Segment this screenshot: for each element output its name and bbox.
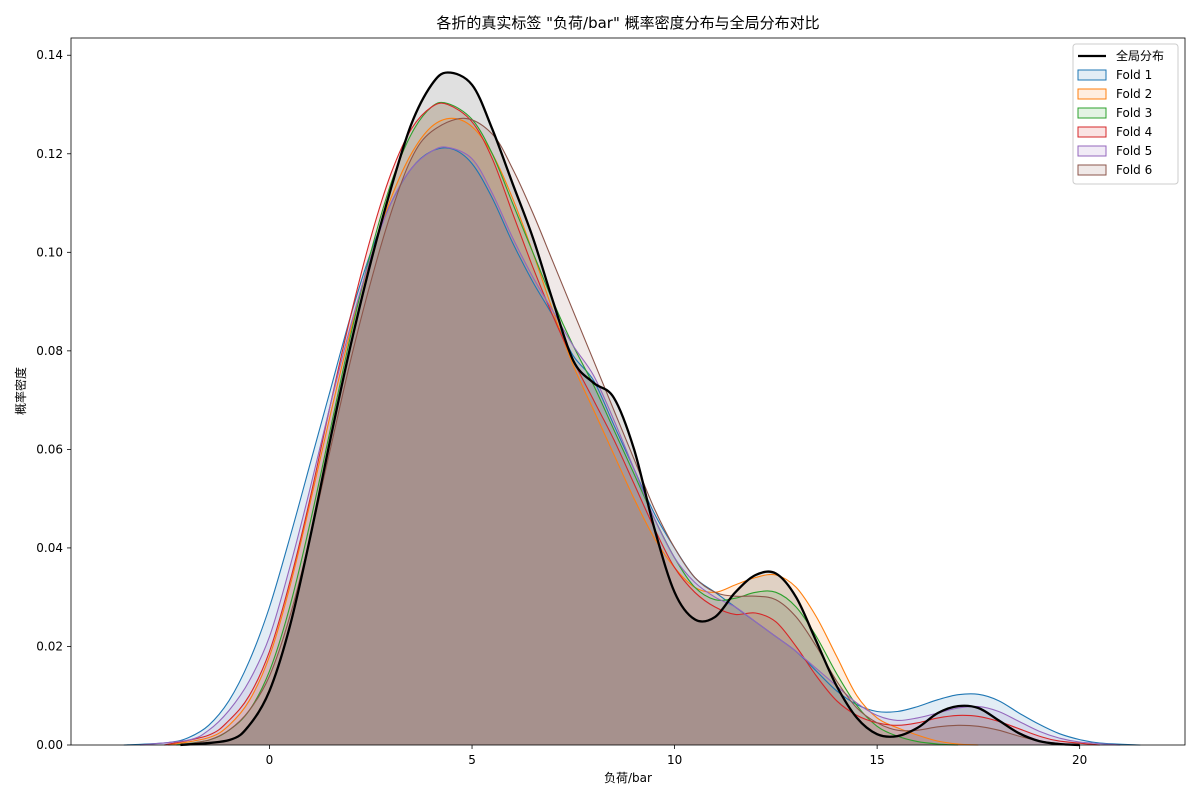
fold-1-density-fill — [123, 147, 1141, 745]
legend-box — [1072, 43, 1179, 185]
legend-label: Fold 5 — [1116, 144, 1152, 158]
y-axis: 0.00 0.02 0.04 0.06 0.08 0.10 0.12 0.14 — [36, 48, 71, 752]
y-tick-label: 0.02 — [36, 639, 63, 653]
legend-label: Fold 6 — [1116, 163, 1152, 177]
legend: 全局分布 Fold 1 Fold 2 Fold 3 Fold 4 Fold 5 Fold 6 — [1072, 43, 1179, 185]
fold-3-density-line — [176, 101, 959, 746]
density-lines — [123, 71, 1141, 747]
y-axis-label: 概率密度 — [13, 367, 28, 415]
legend-label: Fold 4 — [1116, 125, 1152, 139]
legend-label: Fold 1 — [1116, 68, 1152, 82]
y-tick-label: 0.04 — [36, 541, 63, 555]
legend-swatch-fold-4 — [1077, 126, 1107, 138]
legend-label: Fold 2 — [1116, 87, 1152, 101]
legend-swatch-fold-3 — [1077, 107, 1107, 119]
y-tick-label: 0.08 — [36, 344, 63, 358]
legend-swatch-fold-6 — [1077, 164, 1107, 176]
fold-4-density-fill — [164, 103, 1100, 746]
chart-title: 各折的真实标签 "负荷/bar" 概率密度分布与全局分布对比 — [436, 14, 819, 32]
x-tick-label: 20 — [1072, 753, 1087, 767]
y-tick-label: 0.12 — [36, 147, 63, 161]
x-tick-label: 0 — [266, 753, 274, 767]
fold-2-density-line — [168, 117, 979, 746]
legend-swatch-fold-5 — [1077, 145, 1107, 157]
y-tick-label: 0.10 — [36, 245, 63, 259]
x-axis: 0 5 10 15 20 — [266, 745, 1087, 767]
legend-swatch-fold-2 — [1077, 88, 1107, 100]
fold-6-density-fill — [180, 118, 1080, 746]
x-tick-label: 15 — [869, 753, 884, 767]
global-density-line — [180, 71, 1080, 747]
x-tick-label: 5 — [468, 753, 476, 767]
x-tick-label: 10 — [667, 753, 682, 767]
fold-6-density-line — [180, 117, 1080, 746]
y-tick-label: 0.14 — [36, 48, 63, 62]
legend-label: 全局分布 — [1116, 48, 1164, 63]
fold-5-density-fill — [139, 146, 1121, 746]
global-density-fill — [180, 72, 1080, 745]
fold-2-density-fill — [168, 118, 979, 746]
plot-frame — [70, 37, 1186, 746]
y-tick-label: 0.06 — [36, 442, 63, 456]
y-tick-label: 0.00 — [36, 738, 63, 752]
legend-label: Fold 3 — [1116, 106, 1152, 120]
x-axis-label: 负荷/bar — [604, 771, 652, 785]
legend-swatch-fold-1 — [1077, 69, 1107, 81]
